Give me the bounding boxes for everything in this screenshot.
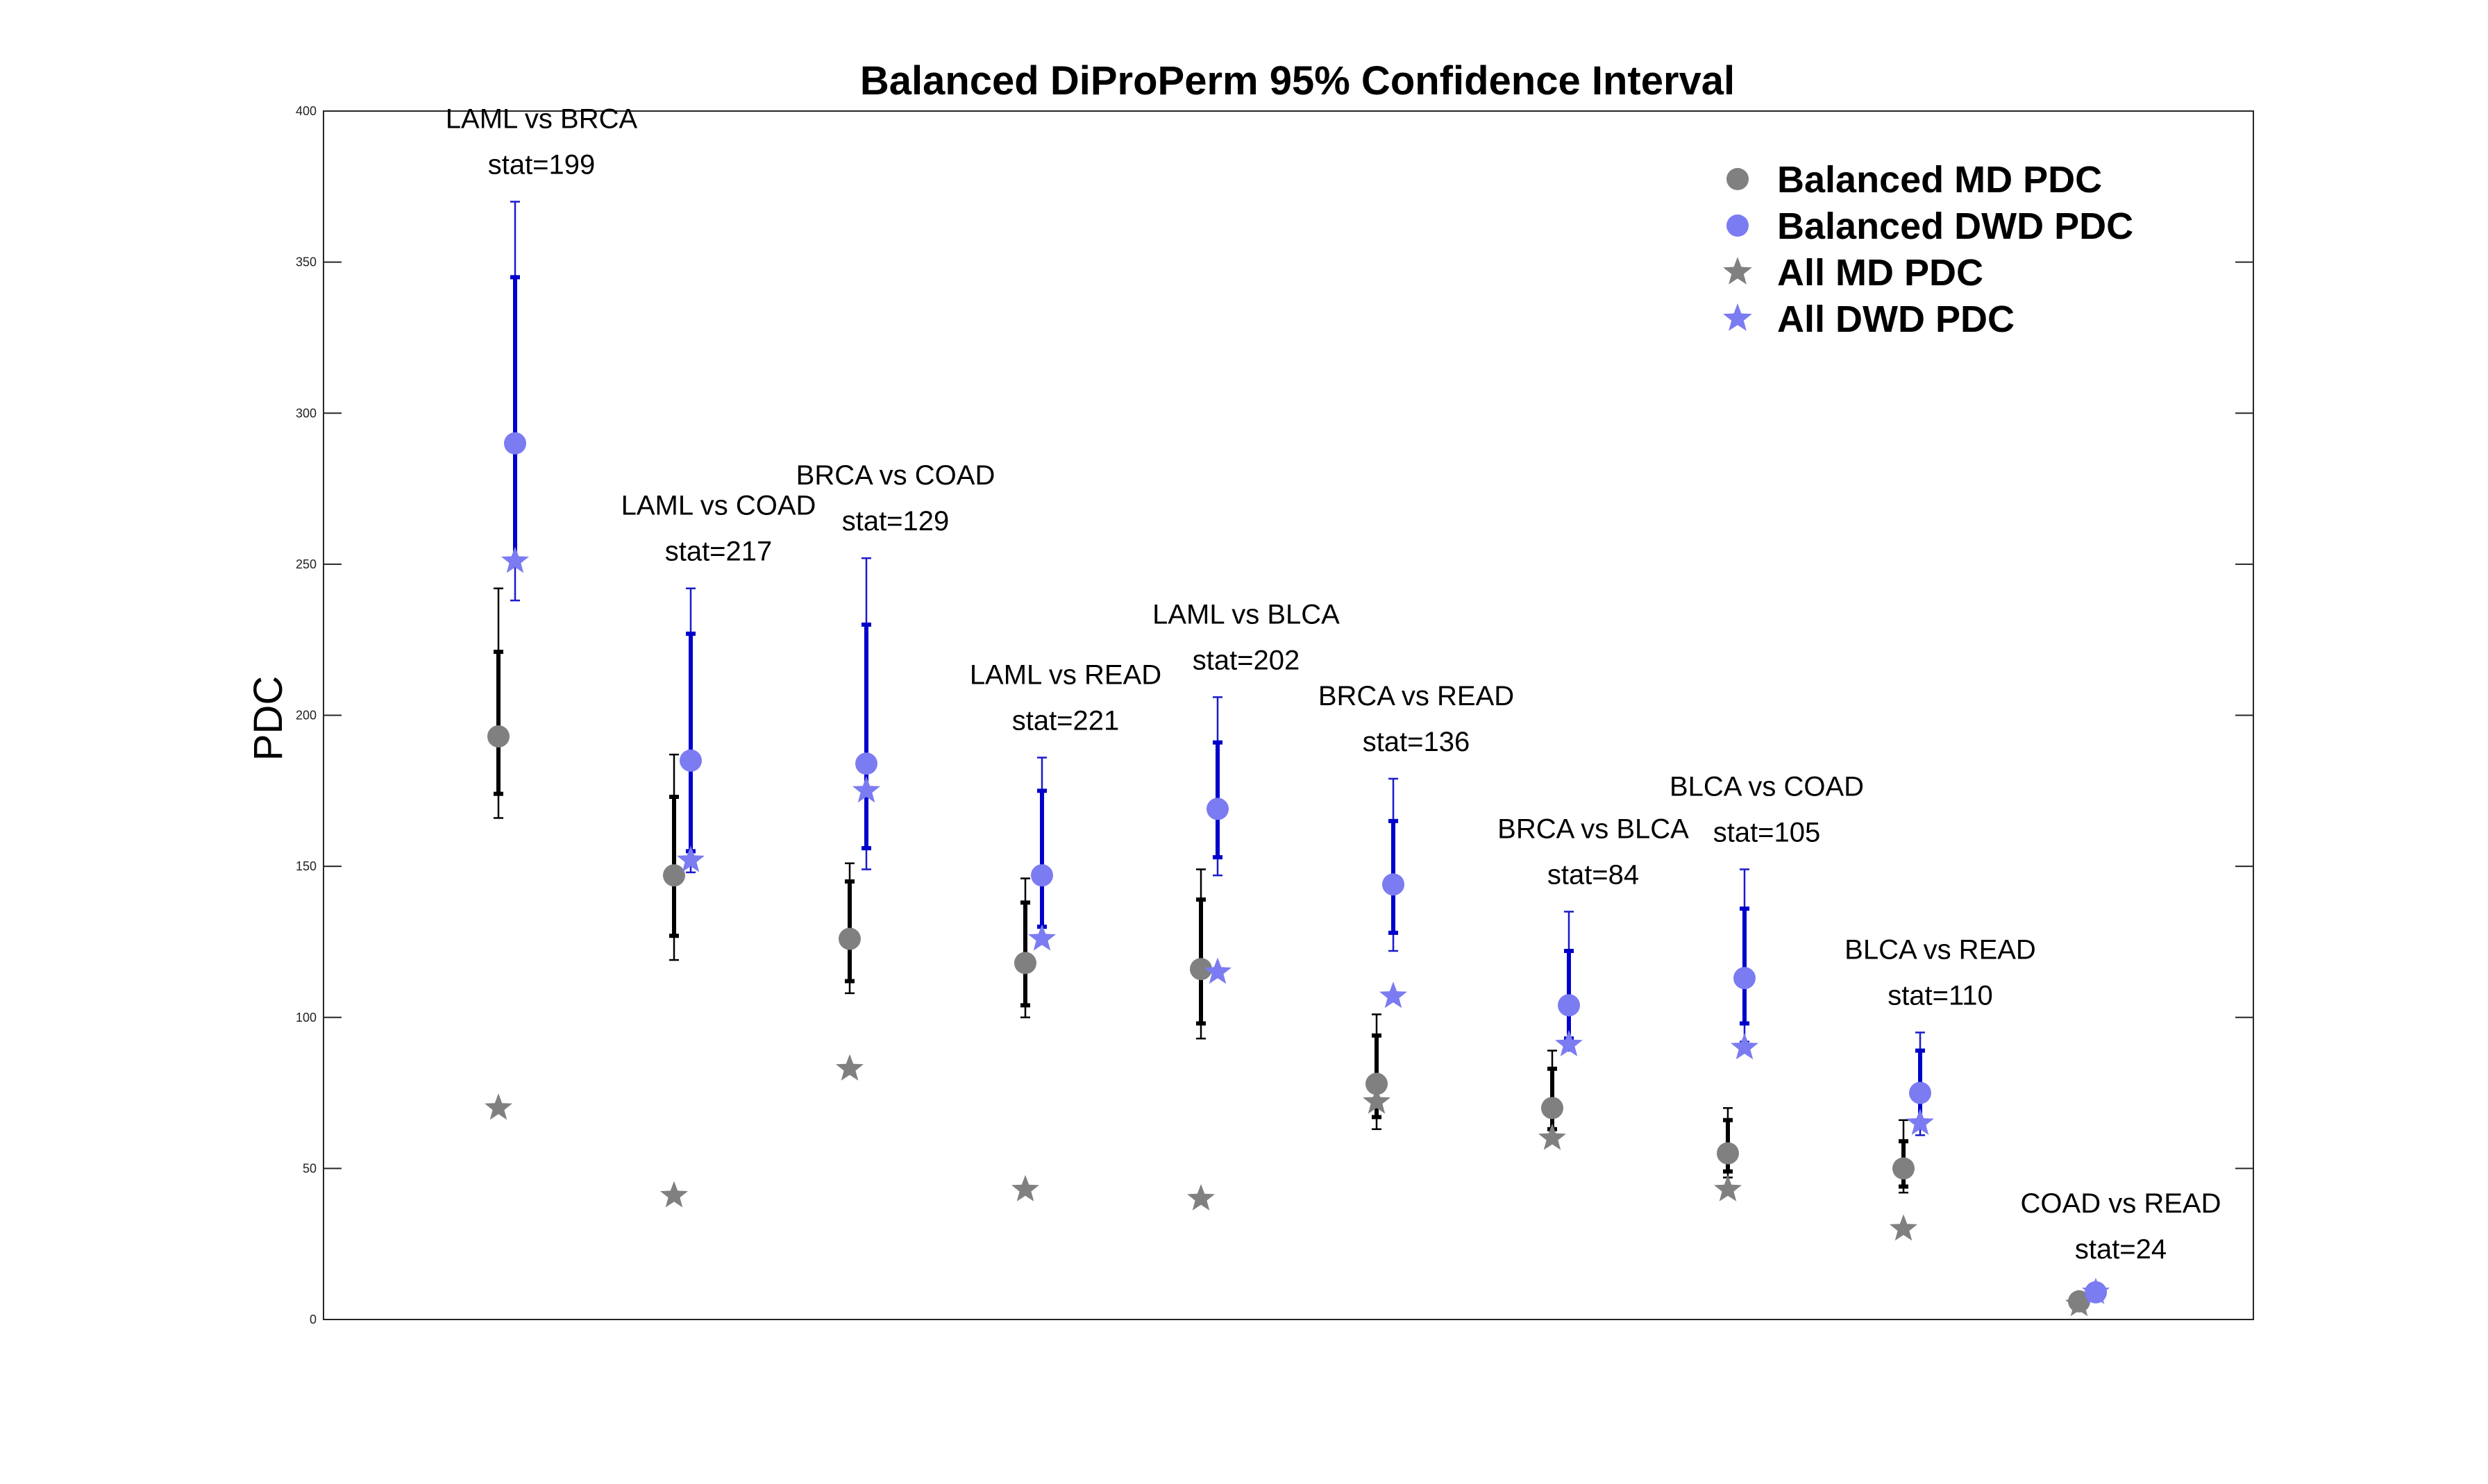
legend-dwd-circle-marker — [1726, 214, 1749, 237]
y-tick-label: 50 — [303, 1161, 317, 1175]
y-tick-label: 200 — [296, 709, 317, 723]
balanced-md-point — [1892, 1157, 1915, 1180]
all-md-star — [1714, 1174, 1742, 1201]
y-tick-label: 250 — [296, 557, 317, 571]
group-laml-vs-blca: LAML vs BLCA stat=202 — [1152, 599, 1340, 1211]
legend-md-circle-marker — [1726, 168, 1749, 190]
all-dwd-star — [1028, 924, 1056, 951]
legend-item-dwd-star: All DWD PDC — [1723, 298, 2015, 340]
all-md-star — [660, 1181, 688, 1208]
all-md-star — [485, 1093, 512, 1120]
legend-item-dwd-circle: Balanced DWD PDC — [1726, 205, 2133, 247]
balanced-dwd-point — [1558, 994, 1580, 1017]
balanced-dwd-point — [1733, 967, 1756, 990]
pair-label: LAML vs BRCA — [446, 104, 638, 135]
balanced-md-point — [839, 927, 861, 950]
all-md-star — [1890, 1214, 1917, 1241]
legend-dwd-star-marker — [1723, 303, 1752, 331]
pair-label: COAD vs READ — [2021, 1188, 2221, 1219]
legend-label: All DWD PDC — [1777, 298, 2015, 340]
all-dwd-star — [2082, 1277, 2110, 1304]
stat-label: stat=217 — [665, 537, 773, 567]
stat-label: stat=202 — [1193, 645, 1300, 675]
y-tick-label: 150 — [296, 859, 317, 873]
group-blca-vs-coad: BLCA vs COAD stat=105 — [1670, 771, 1864, 1201]
pair-label: LAML vs READ — [970, 659, 1161, 690]
balanced-md-point — [1717, 1142, 1739, 1165]
group-laml-vs-coad: LAML vs COAD stat=217 — [621, 491, 816, 1208]
pair-label: BRCA vs COAD — [796, 460, 995, 491]
legend-label: Balanced MD PDC — [1777, 159, 2102, 201]
group-brca-vs-coad: BRCA vs COAD stat=129 — [796, 460, 995, 1081]
y-tick-label: 100 — [296, 1011, 317, 1025]
all-dwd-star — [501, 546, 529, 573]
balanced-md-point — [487, 725, 510, 748]
all-dwd-star — [1204, 957, 1232, 984]
all-md-star — [2065, 1290, 2093, 1317]
all-dwd-star — [1906, 1108, 1934, 1136]
stat-label: stat=105 — [1713, 817, 1821, 848]
chart-title: Balanced DiProPerm 95% Confidence Interv… — [860, 58, 1735, 103]
all-dwd-star — [852, 776, 880, 803]
all-md-star — [1363, 1087, 1390, 1114]
stat-label: stat=199 — [488, 150, 596, 180]
stat-label: stat=24 — [2075, 1234, 2167, 1265]
pair-label: BLCA vs READ — [1844, 935, 2036, 966]
group-laml-vs-brca: LAML vs BRCA stat=199 — [446, 104, 638, 1120]
stat-label: stat=84 — [1547, 859, 1639, 890]
balanced-dwd-point — [855, 752, 877, 775]
balanced-dwd-point — [504, 432, 526, 455]
balanced-dwd-point — [1382, 873, 1404, 896]
pair-label: BLCA vs COAD — [1670, 771, 1864, 802]
stat-label: stat=129 — [842, 506, 950, 537]
y-tick-label: 300 — [296, 406, 317, 420]
stat-label: stat=221 — [1012, 705, 1120, 736]
y-axis-label: PDC — [246, 676, 291, 761]
group-blca-vs-read: BLCA vs READ stat=110 — [1844, 935, 2036, 1241]
y-tick-label: 350 — [296, 255, 317, 269]
balanced-md-point — [1365, 1072, 1388, 1095]
group-laml-vs-read: LAML vs READ stat=221 — [970, 659, 1161, 1201]
pair-label: BRCA vs BLCA — [1497, 813, 1689, 844]
group-brca-vs-blca: BRCA vs BLCA stat=84 — [1497, 813, 1689, 1150]
all-md-star — [836, 1054, 864, 1081]
balanced-md-point — [663, 864, 685, 887]
balanced-md-point — [1190, 958, 1212, 981]
legend-item-md-circle: Balanced MD PDC — [1726, 159, 2102, 201]
stat-label: stat=110 — [1888, 981, 1993, 1011]
balanced-md-point — [1541, 1097, 1563, 1120]
all-dwd-star — [677, 845, 705, 872]
all-dwd-star — [1731, 1033, 1758, 1060]
all-md-star — [1187, 1183, 1215, 1211]
group-brca-vs-read: BRCA vs READ stat=136 — [1318, 681, 1514, 1131]
balanced-dwd-point — [1909, 1081, 1931, 1104]
balanced-dwd-point — [680, 749, 702, 772]
group-coad-vs-read: COAD vs READ stat=24 — [2021, 1188, 2221, 1317]
pair-label: BRCA vs READ — [1318, 681, 1514, 711]
y-tick-label: 400 — [296, 104, 317, 118]
balanced-dwd-point — [1031, 864, 1053, 887]
balanced-md-point — [1014, 952, 1036, 975]
all-md-star — [1538, 1123, 1566, 1150]
legend-item-md-star: All MD PDC — [1723, 252, 1983, 294]
legend-label: Balanced DWD PDC — [1777, 205, 2133, 247]
legend-label: All MD PDC — [1777, 252, 1983, 294]
balanced-dwd-point — [1207, 798, 1229, 820]
all-dwd-star — [1379, 981, 1407, 1009]
pair-label: LAML vs COAD — [621, 491, 816, 521]
plot-area: 0 50 100 150 200 250 300 350 400 LAML vs BRCA stat… — [296, 104, 2254, 1326]
legend-md-star-marker — [1723, 257, 1752, 285]
y-tick-label: 0 — [310, 1313, 317, 1326]
all-dwd-star — [1555, 1029, 1583, 1056]
pair-label: LAML vs BLCA — [1152, 599, 1340, 630]
stat-label: stat=136 — [1363, 727, 1470, 757]
all-md-star — [1011, 1174, 1039, 1201]
